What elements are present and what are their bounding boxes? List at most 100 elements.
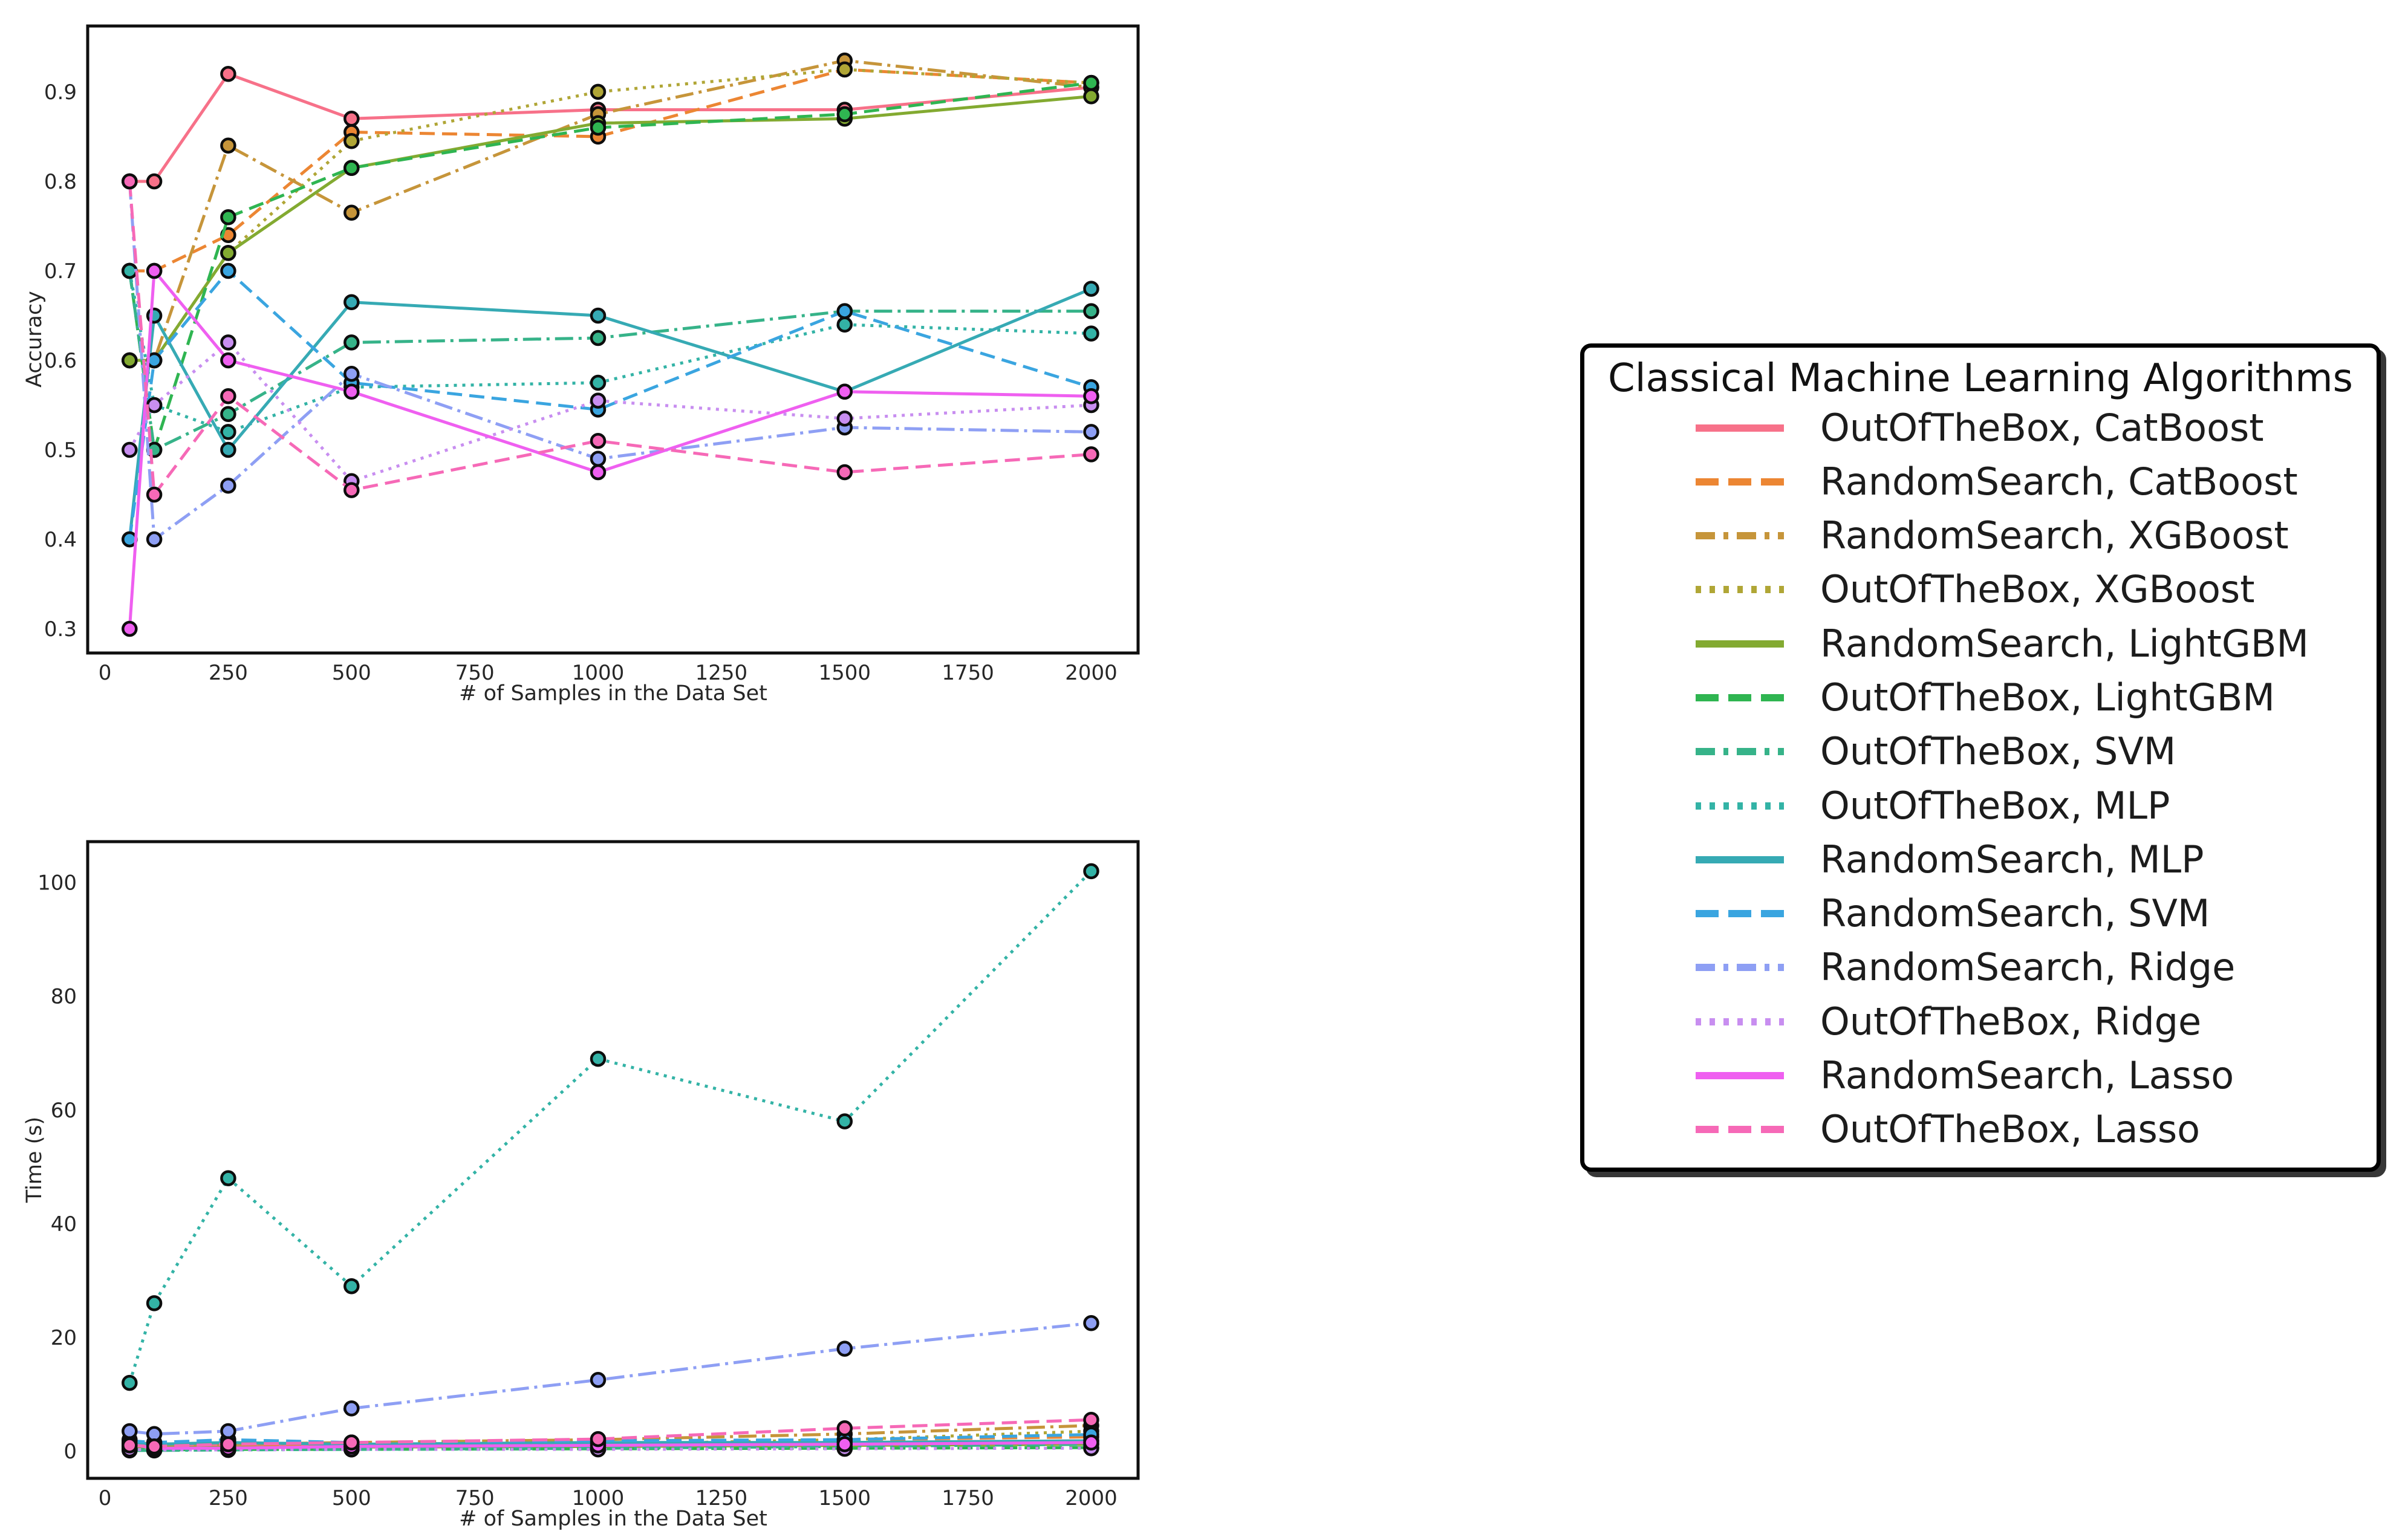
data-point-marker [220, 262, 236, 279]
y-tick-label: 0.5 [44, 438, 77, 463]
data-point-marker [836, 316, 853, 333]
y-tick-label: 0.9 [44, 80, 77, 105]
series-outofthebox-lasso [122, 1411, 1099, 1455]
y-tick-label: 60 [51, 1099, 77, 1123]
data-point-marker [220, 334, 236, 351]
legend-dashdot-line-swatch [1696, 964, 1784, 972]
x-tick-label: 1750 [942, 661, 994, 685]
x-tick-label: 1250 [695, 661, 748, 685]
data-point-marker [836, 61, 853, 78]
data-point-marker [1083, 1411, 1099, 1428]
data-point-marker [220, 477, 236, 494]
data-point-marker [220, 209, 236, 226]
series-outofthebox-mlp [122, 262, 1099, 440]
data-point-marker [146, 397, 163, 414]
legend-entry: OutOfTheBox, Ridge [1694, 998, 2363, 1046]
legend-entry-label: RandomSearch, CatBoost [1820, 459, 2298, 504]
series-line [128, 340, 1092, 483]
x-tick-label: 1000 [572, 661, 625, 685]
legend-solid-line-swatch [1696, 856, 1784, 863]
legend-dashed-line-swatch [1696, 694, 1784, 702]
axes-spines [86, 840, 1140, 1480]
legend-entry: RandomSearch, MLP [1694, 836, 2363, 884]
series-randomsearch-lightgbm [122, 88, 1099, 369]
legend-entry: RandomSearch, Ridge [1694, 943, 2363, 992]
data-point-marker [1083, 74, 1099, 91]
data-point-marker [343, 133, 360, 149]
x-tick-label: 1000 [572, 1486, 625, 1510]
data-point-marker [1083, 863, 1099, 880]
data-point-marker [343, 365, 360, 382]
x-tick-label: 750 [455, 1486, 495, 1510]
data-point-marker [122, 352, 138, 369]
legend-dashdot-line-swatch [1696, 748, 1784, 756]
data-point-marker [146, 486, 163, 503]
y-tick-label: 0.7 [44, 259, 77, 284]
data-point-marker [836, 1113, 853, 1129]
y-tick-label: 40 [51, 1212, 77, 1236]
data-point-marker [146, 1438, 163, 1455]
data-point-marker [122, 620, 138, 637]
legend-entry: OutOfTheBox, MLP [1694, 782, 2363, 830]
y-tick-label: 20 [51, 1326, 77, 1350]
data-point-marker [1083, 1434, 1099, 1451]
legend-entry: RandomSearch, SVM [1694, 889, 2363, 938]
legend-dashed-line-swatch [1696, 910, 1784, 918]
legend-entry: RandomSearch, XGBoost [1694, 512, 2363, 560]
data-point-marker [836, 464, 853, 481]
series-line [128, 270, 1092, 434]
data-point-marker [220, 245, 236, 261]
data-point-marker [122, 441, 138, 458]
series-randomsearch-svm [122, 262, 1099, 548]
x-tick-label: 0 [99, 661, 112, 685]
legend-entry-label: RandomSearch, XGBoost [1820, 513, 2289, 558]
data-point-marker [1083, 388, 1099, 404]
data-point-marker [343, 383, 360, 400]
data-point-marker [220, 441, 236, 458]
x-tick-label: 1500 [819, 661, 871, 685]
x-tick-label: 500 [332, 1486, 371, 1510]
legend-solid-line-swatch [1696, 1072, 1784, 1080]
series-outofthebox-mlp [122, 863, 1099, 1391]
data-point-marker [1083, 1315, 1099, 1331]
series-line [129, 59, 1092, 362]
data-point-marker [836, 303, 853, 319]
data-point-marker [836, 1340, 853, 1357]
data-point-marker [1083, 88, 1099, 105]
accuracy-xlabel: # of Samples in the Data Set [459, 681, 767, 706]
data-point-marker [590, 1372, 607, 1388]
data-point-marker [220, 1436, 236, 1452]
data-point-marker [836, 1420, 853, 1437]
series-randomsearch-lasso [122, 262, 1099, 637]
data-point-marker [122, 173, 138, 190]
legend-entry: OutOfTheBox, XGBoost [1694, 565, 2363, 614]
legend-entry-label: OutOfTheBox, LightGBM [1820, 675, 2275, 720]
data-point-marker [343, 1434, 360, 1451]
data-point-marker [220, 137, 236, 154]
data-point-marker [590, 1050, 607, 1067]
legend-solid-line-swatch [1696, 424, 1784, 432]
series-line [128, 269, 1092, 629]
time-xlabel: # of Samples in the Data Set [459, 1507, 767, 1531]
y-tick-label: 0.8 [44, 170, 77, 194]
data-point-marker [590, 432, 607, 449]
data-point-marker [836, 106, 853, 123]
y-tick-label: 0.3 [44, 617, 77, 642]
x-tick-label: 2000 [1065, 1486, 1118, 1510]
x-tick-label: 1500 [819, 1486, 871, 1510]
data-point-marker [220, 352, 236, 369]
x-tick-label: 1250 [695, 1486, 748, 1510]
legend-entry-label: RandomSearch, SVM [1820, 891, 2210, 936]
legend-entry: RandomSearch, LightGBM [1694, 620, 2363, 668]
data-point-marker [343, 1278, 360, 1295]
legend-entry-label: OutOfTheBox, SVM [1820, 729, 2176, 774]
data-point-marker [343, 111, 360, 127]
legend-dotted-line-swatch [1696, 802, 1784, 810]
data-point-marker [343, 334, 360, 351]
axes-spines [86, 24, 1140, 655]
series-randomsearch-mlp [122, 281, 1099, 548]
series-line [128, 181, 1092, 496]
series-randomsearch-ridge [122, 1315, 1099, 1442]
data-point-marker [836, 410, 853, 427]
